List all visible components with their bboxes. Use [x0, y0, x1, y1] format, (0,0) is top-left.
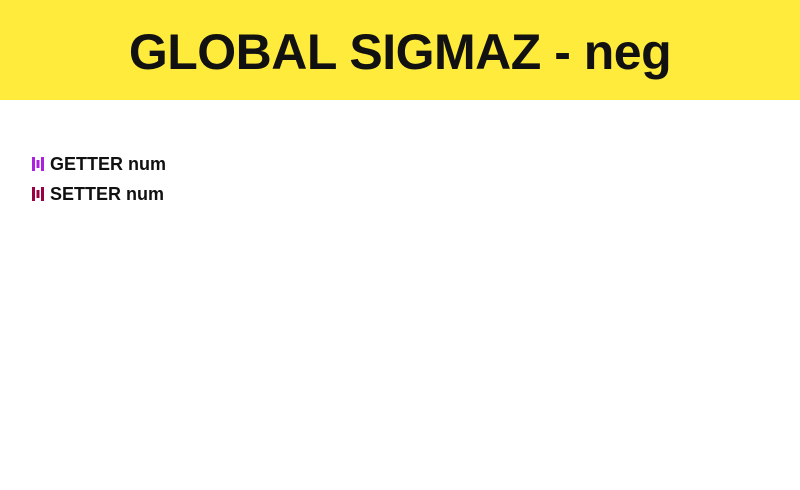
member-list: GETTER num SETTER num [32, 149, 166, 209]
setter-bracket-icon [32, 187, 44, 201]
getter-bracket-icon [32, 157, 44, 171]
list-item-label: GETTER num [50, 153, 166, 174]
page-title: GLOBAL SIGMAZ - neg [128, 24, 672, 80]
list-item-getter[interactable]: GETTER num [32, 149, 166, 179]
title-bar: GLOBAL SIGMAZ - neg [0, 0, 800, 100]
list-item-label: SETTER num [50, 183, 165, 204]
list-item-setter[interactable]: SETTER num [32, 179, 166, 209]
